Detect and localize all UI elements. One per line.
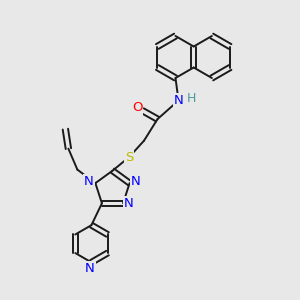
Text: N: N <box>174 94 183 107</box>
Text: N: N <box>131 175 140 188</box>
Text: O: O <box>132 100 142 114</box>
Text: N: N <box>84 175 94 188</box>
Text: N: N <box>124 197 134 210</box>
Text: N: N <box>85 262 95 275</box>
Text: H: H <box>186 92 196 105</box>
Text: S: S <box>125 151 133 164</box>
